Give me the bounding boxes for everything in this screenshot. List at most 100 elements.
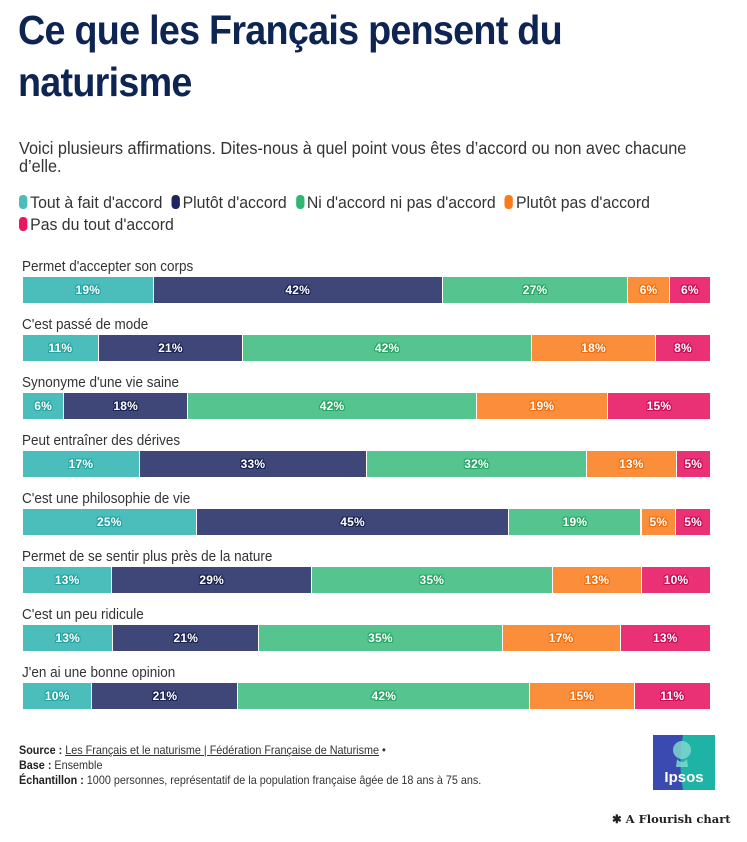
bar-segment[interactable]: 19% [23,277,154,303]
legend-swatch [19,217,28,231]
legend-item[interactable]: Plutôt d'accord [171,192,287,214]
bar-segment[interactable]: 17% [23,451,140,477]
flourish-credit-text: A Flourish chart [625,812,731,826]
bar-value-label: 21% [152,689,178,703]
bar-segment[interactable]: 13% [23,625,114,651]
bar-value-label: 5% [684,457,703,471]
bar-value-label: 33% [240,457,266,471]
bar-segment[interactable]: 6% [628,277,670,303]
bar-segment[interactable]: 13% [23,567,113,593]
bar-value-label: 11% [660,689,685,703]
stacked-bar-chart: Permet d'accepter son corps 19% 42% 27% 6% 6%… [0,255,747,725]
bar-value-label: 13% [55,631,80,645]
bar-value-label: 5% [649,515,668,529]
flourish-credit[interactable]: ✱ A Flourish chart [612,812,731,826]
legend-item[interactable]: Pas du tout d'accord [19,214,174,236]
bar-segment[interactable]: 27% [442,277,629,303]
bar-segment[interactable]: 42% [188,393,478,419]
bar-segment[interactable]: 13% [587,451,677,477]
bar-value-label: 45% [340,515,365,529]
bar-value-label: 8% [674,341,692,355]
legend-label: Plutôt pas d'accord [515,193,650,212]
legend-label: Pas du tout d'accord [30,215,174,234]
bar-segment[interactable]: 8% [655,335,711,361]
row-label: J'en ai une bonne opinion [22,665,176,681]
bar-value-label: 13% [584,573,610,587]
bar-value-label: 6% [34,399,52,413]
bar-segment[interactable]: 35% [311,567,553,593]
bar-segment[interactable]: 11% [23,335,99,361]
ipsos-logo[interactable]: Ipsos [653,735,715,790]
chart-title: Ce que les Français pensent du naturisme [18,7,563,105]
source-link[interactable]: Les Français et le naturisme | Fédératio… [65,743,379,757]
bar-segment[interactable]: 19% [477,393,608,419]
base-label: Base : [19,758,52,772]
bar-value-label: 13% [653,631,678,645]
bar-segment[interactable]: 6% [669,277,711,303]
bar-segment[interactable]: 15% [607,393,711,419]
bar-segment[interactable]: 33% [139,451,367,477]
flourish-asterisk-icon: ✱ [612,812,622,826]
row-label: Permet de se sentir plus près de la natu… [22,549,273,565]
bar-segment[interactable]: 18% [64,393,189,419]
bar-segment[interactable]: 19% [509,509,642,535]
sample-value: 1000 personnes, représentatif de la popu… [83,773,482,787]
bar-segment[interactable]: 21% [98,335,244,361]
bar-segment[interactable]: 42% [243,335,533,361]
row-label: C'est passé de mode [22,317,149,333]
bar-segment[interactable]: 17% [502,625,621,651]
bar-segment[interactable]: 35% [259,625,503,651]
bar-value-label: 19% [529,399,555,413]
chart-subtitle: Voici plusieurs affirmations. Dites-nous… [19,138,687,176]
bar-value-label: 18% [581,341,606,355]
bar-value-label: 25% [97,515,122,529]
legend-item[interactable]: Plutôt pas d'accord [504,192,650,214]
bar-segment[interactable]: 42% [153,277,443,303]
bar-value-label: 17% [548,631,574,645]
bar-segment[interactable]: 29% [112,567,312,593]
bar-value-label: 13% [54,573,80,587]
row-label: Permet d'accepter son corps [22,259,194,275]
bar-value-label: 10% [663,573,689,587]
row-label: C'est une philosophie de vie [22,491,191,507]
row-label: Peut entraîner des dérives [22,433,181,449]
bar-segment[interactable]: 18% [532,335,656,361]
bar-segment[interactable]: 32% [367,451,588,477]
bar-value-label: 42% [319,399,345,413]
bar-segment[interactable]: 21% [113,625,260,651]
logo-text: Ipsos [664,769,703,786]
legend-item[interactable]: Ni d'accord ni pas d'accord [295,192,496,214]
legend-swatch [295,195,305,209]
bar-value-label: 17% [68,457,94,471]
bar-segment[interactable]: 45% [196,509,510,535]
bar-segment[interactable]: 5% [676,451,711,477]
bar-value-label: 5% [684,515,702,529]
bar-segment[interactable]: 13% [620,625,711,651]
legend-swatch [504,195,514,209]
row-label: Synonyme d'une vie saine [22,375,180,391]
bar-value-label: 42% [371,689,397,703]
bar-value-label: 6% [680,283,699,297]
bar-segment[interactable]: 21% [92,683,239,709]
bar-value-label: 21% [158,341,183,355]
bar-segment[interactable]: 25% [23,509,197,535]
bar-segment[interactable]: 10% [642,567,711,593]
sample-label: Échantillon : [19,773,84,787]
bar-segment[interactable]: 42% [238,683,531,709]
legend-swatch [19,195,28,209]
bar-segment[interactable]: 5% [641,509,677,535]
bar-value-label: 42% [374,341,400,355]
legend-label: Plutôt d'accord [182,193,287,212]
bar-segment[interactable]: 6% [23,393,65,419]
bar-segment[interactable]: 13% [552,567,643,593]
footer: Source : Les Français et le naturisme | … [19,743,481,788]
bar-segment[interactable]: 11% [634,683,711,709]
legend-item[interactable]: Tout à fait d'accord [19,192,162,214]
bar-value-label: 42% [285,283,310,297]
bar-value-label: 13% [619,457,644,471]
bar-value-label: 35% [419,573,445,587]
bar-segment[interactable]: 15% [530,683,635,709]
bar-segment[interactable]: 10% [23,683,93,709]
bar-value-label: 10% [44,689,70,703]
bar-segment[interactable]: 5% [676,509,711,535]
